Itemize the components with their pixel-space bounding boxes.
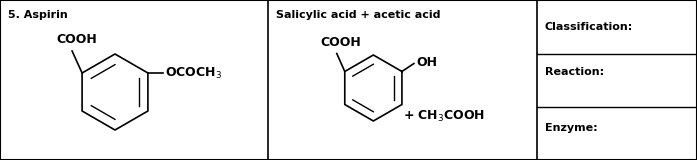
Text: COOH: COOH bbox=[321, 36, 361, 49]
Text: COOH: COOH bbox=[56, 33, 98, 46]
Text: OH: OH bbox=[416, 56, 437, 69]
Text: + CH$_3$COOH: + CH$_3$COOH bbox=[404, 108, 486, 124]
Text: Classification:: Classification: bbox=[544, 22, 633, 32]
Text: Salicylic acid + acetic acid: Salicylic acid + acetic acid bbox=[276, 10, 441, 20]
Text: 5. Aspirin: 5. Aspirin bbox=[8, 10, 68, 20]
Text: Enzyme:: Enzyme: bbox=[544, 123, 597, 133]
Text: Reaction:: Reaction: bbox=[544, 67, 604, 77]
Text: OCOCH$_3$: OCOCH$_3$ bbox=[165, 65, 222, 80]
